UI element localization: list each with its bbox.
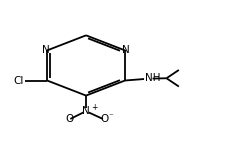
Text: O: O — [99, 114, 108, 124]
Text: +: + — [91, 103, 97, 112]
Text: O: O — [65, 114, 73, 124]
Text: Cl: Cl — [13, 76, 23, 86]
Text: ⁻: ⁻ — [108, 112, 113, 121]
Text: N: N — [82, 106, 90, 116]
Text: N: N — [122, 45, 129, 55]
Text: NH: NH — [144, 73, 160, 83]
Text: N: N — [42, 45, 50, 55]
